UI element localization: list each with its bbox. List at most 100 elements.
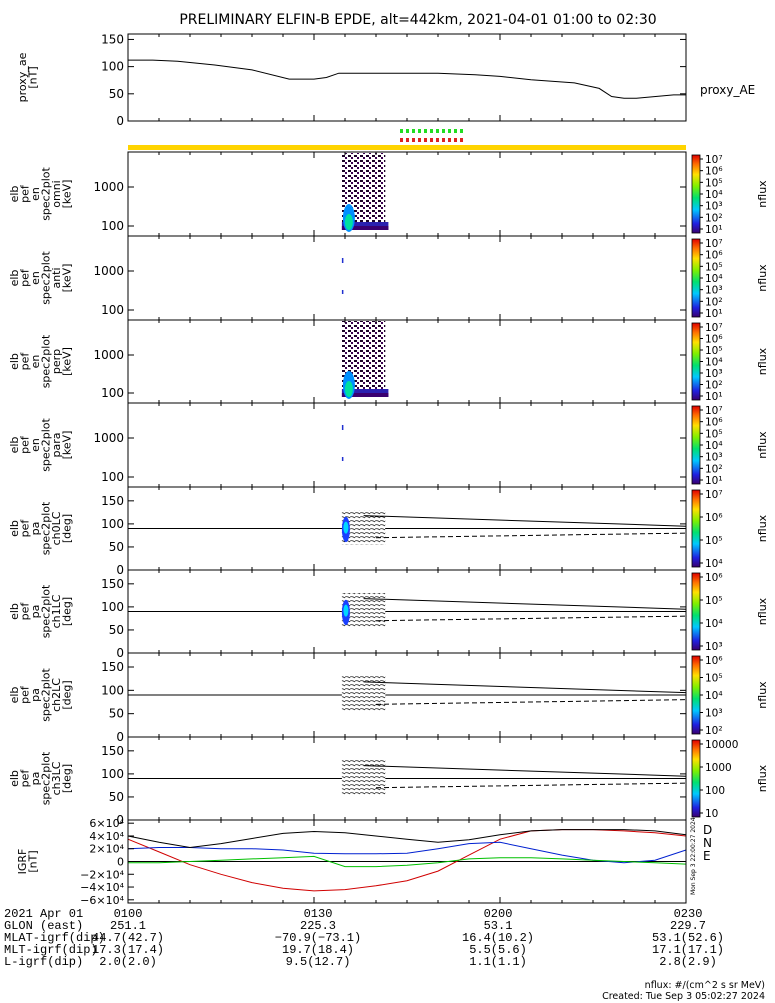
footer-row: GLON (east) 251.1 225.3 53.1 229.7 xyxy=(4,920,775,932)
igrf-n-line xyxy=(127,841,687,864)
ylabel-line: [nT] xyxy=(27,66,40,88)
footer-row-label: MLAT-igrf(dip) xyxy=(4,931,105,945)
ytick-label: 1000 xyxy=(93,348,124,362)
ytick-label: 0 xyxy=(116,730,124,744)
ytick-label: 150 xyxy=(101,744,124,758)
footer-row-value: 16.4(10.2) xyxy=(461,931,535,945)
footer-row-value: 0100 xyxy=(113,907,143,921)
colorbar xyxy=(691,739,701,818)
ylabel-line: [keV] xyxy=(61,180,74,209)
ytick-label: −2×10⁴ xyxy=(80,868,124,881)
colorbar-tick: 10⁴ xyxy=(705,357,723,369)
ytick-label: 2×10⁴ xyxy=(89,843,124,856)
ylabel-line: pef xyxy=(19,268,32,287)
ytick-label: 100 xyxy=(101,517,124,531)
ytick-label: 100 xyxy=(101,600,124,614)
ytick-label: 150 xyxy=(101,494,124,508)
colorbar-tick: 10⁶ xyxy=(705,572,723,584)
colorbar-tick: 100 xyxy=(705,785,725,797)
ytick-label: 4×10⁴ xyxy=(89,830,124,843)
colorbar-tick: 10⁴ xyxy=(705,558,723,570)
ylabel-line: [nT] xyxy=(27,850,40,872)
panel-pa_ch0: elbpefpaspec2plotch0LC[deg] 150 100 50 0 10⁷ 1… xyxy=(8,486,769,577)
panel-proxy_ae: proxy_ae[nT] proxy_AE 150 100 50 0 xyxy=(16,32,755,128)
colorbar-tick: 10³ xyxy=(705,285,723,297)
footer-row-value: 0200 xyxy=(483,907,513,921)
colorbar-tick: 10⁶ xyxy=(705,417,723,429)
ylabel-line: elb xyxy=(8,603,21,620)
panel-pa_ch2: elbpefpaspec2plotch2LC[deg] 150 100 50 0 10⁶ 1… xyxy=(8,652,769,744)
footer-row-value: 0230 xyxy=(673,907,703,921)
footer-row-value: 2.8(2.9) xyxy=(659,955,717,969)
colorbar-tick: 10⁵ xyxy=(705,535,723,547)
ylabel-line: [keV] xyxy=(61,347,74,376)
ylabel-line: elb xyxy=(8,687,21,704)
colorbar-label: nflux xyxy=(756,431,769,459)
ylabel-line: [deg] xyxy=(61,514,74,543)
ytick-label: 100 xyxy=(101,219,124,233)
ylabel-line: spec2plot xyxy=(40,751,53,805)
ylabel-line: perp xyxy=(50,349,63,374)
colorbar-tick: 10² xyxy=(705,380,723,392)
ylabel-line: proxy_ae xyxy=(16,52,29,102)
ytick-label: 1000 xyxy=(93,431,124,445)
ytick-label: 0 xyxy=(116,813,124,827)
created-stamp: Created: Tue Sep 3 05:02:27 2024 xyxy=(602,991,765,1002)
loss-cone-upper xyxy=(363,681,687,694)
colorbar-tick: 10³ xyxy=(705,708,723,720)
ylabel-line: pef xyxy=(19,519,32,538)
ylabel-line: elb xyxy=(8,520,21,537)
ytick-label: 50 xyxy=(109,540,124,554)
ylabel-line: spec2plot xyxy=(40,251,53,305)
footer-row-value: 1.1(1.1) xyxy=(469,955,527,969)
ytick-label: 100 xyxy=(101,386,124,400)
ylabel-line: [keV] xyxy=(61,264,74,293)
panel-igrf: IGRF[nT] 6×10⁴4×10⁴2×10⁴0−2×10⁴−4×10⁴−6×1… xyxy=(16,817,712,906)
colorbar xyxy=(691,238,701,318)
footer-row-value: 9.5(12.7) xyxy=(285,955,351,969)
panel-ylabel: elbpefpaspec2plotch3LC[deg] xyxy=(8,751,74,805)
ytick-label: 100 xyxy=(101,683,124,697)
colorbar-tick: 10¹ xyxy=(705,475,723,487)
panel-frame xyxy=(127,33,687,122)
footer-row-value: 225.3 xyxy=(299,919,337,933)
colorbar-tick: 10⁷ xyxy=(705,154,723,166)
ylabel-line: ch2LC xyxy=(50,678,63,712)
igrf-legend-N: N xyxy=(703,836,712,850)
ylabel-line: elb xyxy=(8,353,21,370)
ylabel-line: [deg] xyxy=(61,597,74,626)
footer-row-label: MLT-igrf(dip) xyxy=(4,943,98,957)
igrf-total-line xyxy=(127,829,687,849)
colorbar-tick: 10⁶ xyxy=(705,334,723,346)
footer-row: MLT-igrf(dip) 17.3(17.4) 19.7(18.4) 5.5(5.6… xyxy=(4,944,775,956)
colorbar-tick: 10⁵ xyxy=(705,345,723,357)
colorbar-tick: 10⁴ xyxy=(705,273,723,285)
ytick-label: 0 xyxy=(116,646,124,660)
panel-ylabel: elbpefpaspec2plotch0LC[deg] xyxy=(8,501,74,555)
colorbar-tick: 10000 xyxy=(705,739,738,751)
footer-row-value: 2.0(2.0) xyxy=(99,955,157,969)
ylabel-line: en xyxy=(29,438,42,452)
ytick-label: 150 xyxy=(101,577,124,591)
colorbar-tick: 10⁶ xyxy=(705,250,723,262)
pa-contours xyxy=(341,760,386,795)
colorbar-tick: 10⁷ xyxy=(705,322,723,334)
figure-title: PRELIMINARY ELFIN-B EPDE, alt=442km, 202… xyxy=(179,12,656,28)
ylabel-line: elb xyxy=(8,186,21,203)
ytick-label: 100 xyxy=(101,767,124,781)
spectrogram-core-hot xyxy=(344,214,353,230)
footer-row-value: 229.7 xyxy=(669,919,707,933)
ytick-label: 0 xyxy=(116,114,124,128)
colorbar-tick: 10⁴ xyxy=(705,690,723,702)
ytick-label: 1000 xyxy=(93,264,124,278)
panel-ylabel: elbpefenspec2plotomni[keV] xyxy=(8,167,74,221)
loss-cone-lower xyxy=(375,699,687,705)
ylabel-line: en xyxy=(29,187,42,201)
ylabel-line: pa xyxy=(29,522,42,536)
ylabel-line: pa xyxy=(29,605,42,619)
colorbar-tick: 10¹ xyxy=(705,391,723,403)
colorbar-tick: 1000 xyxy=(705,762,732,774)
colorbar-label: nflux xyxy=(756,597,769,625)
orbit-bar xyxy=(128,145,686,150)
ylabel-line: spec2plot xyxy=(40,334,53,388)
